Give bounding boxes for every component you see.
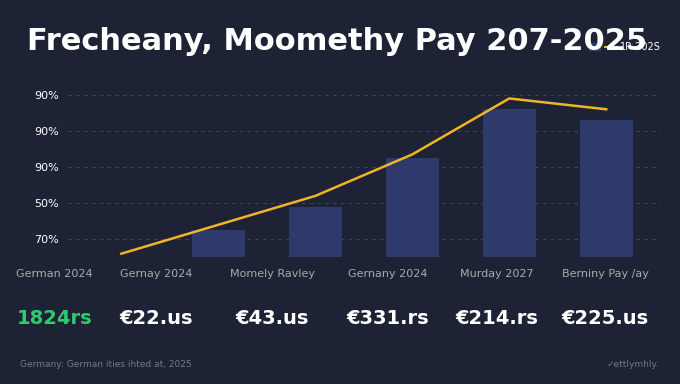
Bar: [483, 109, 536, 257]
Text: Berniny Pay /ay: Berniny Pay /ay: [562, 269, 649, 279]
Text: €331.rs: €331.rs: [346, 309, 429, 328]
Text: ✓ettlymhly.: ✓ettlymhly.: [607, 361, 660, 369]
Text: Gernany 2024: Gernany 2024: [348, 269, 427, 279]
Text: €225.us: €225.us: [562, 309, 649, 328]
Text: Gernay 2024: Gernay 2024: [120, 269, 192, 279]
Text: Germany: German ities ihted at, 2025: Germany: German ities ihted at, 2025: [20, 361, 192, 369]
Bar: [579, 120, 633, 257]
Text: German 2024: German 2024: [16, 269, 92, 279]
Text: 1824rs: 1824rs: [16, 309, 92, 328]
Text: €22.us: €22.us: [120, 309, 193, 328]
Bar: [386, 158, 439, 257]
Text: Momely Ravley: Momely Ravley: [230, 269, 314, 279]
Legend: , 1R-202S: , 1R-202S: [589, 42, 661, 52]
Text: €214.rs: €214.rs: [455, 309, 538, 328]
Bar: [288, 207, 342, 257]
Bar: [192, 230, 245, 257]
Text: €43.us: €43.us: [235, 309, 309, 328]
Text: Murday 2027: Murday 2027: [460, 269, 533, 279]
Text: Frecheany, Moomethy Pay 207-2025: Frecheany, Moomethy Pay 207-2025: [27, 27, 647, 56]
